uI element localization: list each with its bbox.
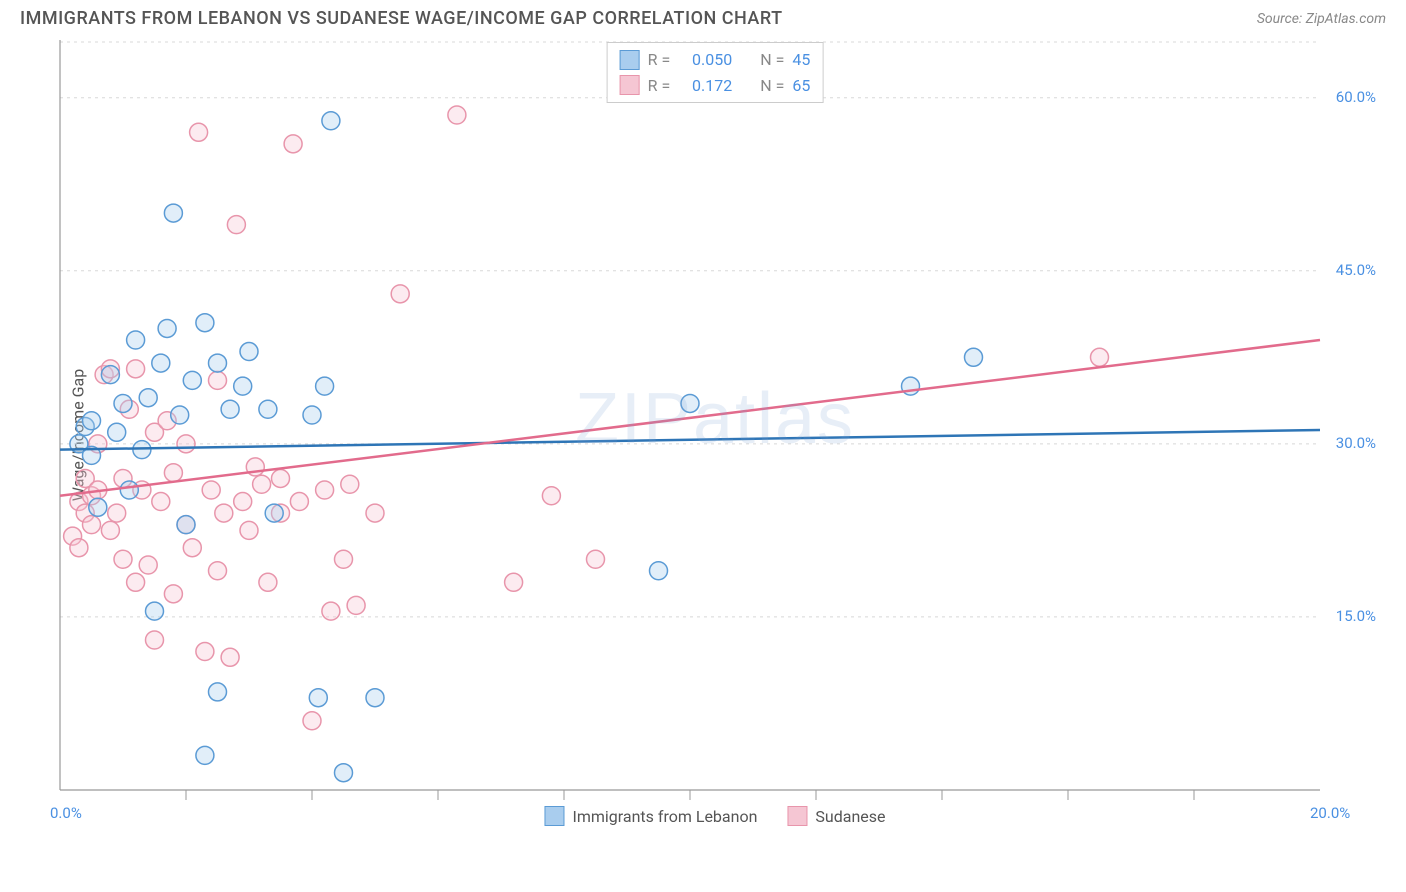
series-legend-item: Sudanese [787, 806, 885, 826]
legend-swatch [620, 50, 640, 70]
legend-swatch [787, 806, 807, 826]
source-attribution: Source: ZipAtlas.com [1257, 11, 1386, 27]
y-tick-label: 30.0% [1336, 434, 1376, 452]
chart-container: Wage/Income Gap ZIPatlas R =0.050N =45R … [50, 40, 1380, 830]
legend-r-value: 0.050 [678, 47, 732, 73]
series-legend-item: Immigrants from Lebanon [544, 806, 757, 826]
series-legend: Immigrants from Lebanon Sudanese [544, 806, 885, 826]
y-tick-label: 60.0% [1336, 88, 1376, 106]
legend-r-label: R = [648, 73, 671, 99]
x-tick-label: 0.0% [50, 804, 82, 822]
correlation-legend-row: R = 0.172 N = 65 [620, 73, 811, 99]
y-tick-label: 15.0% [1336, 607, 1376, 625]
legend-swatch [620, 75, 640, 95]
correlation-legend-row: R = 0.050 N = 45 [620, 47, 811, 73]
legend-r-label: R = [648, 47, 671, 73]
chart-title: IMMIGRANTS FROM LEBANON VS SUDANESE WAGE… [20, 8, 783, 29]
legend-swatch [544, 806, 564, 826]
legend-n-value: 65 [792, 73, 810, 99]
legend-n-label: N = [760, 73, 784, 99]
series-name: Immigrants from Lebanon [572, 807, 757, 826]
legend-r-value: 0.172 [678, 73, 732, 99]
correlation-legend: R = 0.050 N = 45 R = 0.172 N = 65 [607, 42, 824, 103]
legend-n-value: 45 [792, 47, 810, 73]
y-tick-label: 45.0% [1336, 261, 1376, 279]
x-tick-label: 20.0% [1310, 804, 1350, 822]
scatter-plot [50, 40, 1380, 830]
series-name: Sudanese [815, 807, 885, 826]
legend-n-label: N = [760, 47, 784, 73]
